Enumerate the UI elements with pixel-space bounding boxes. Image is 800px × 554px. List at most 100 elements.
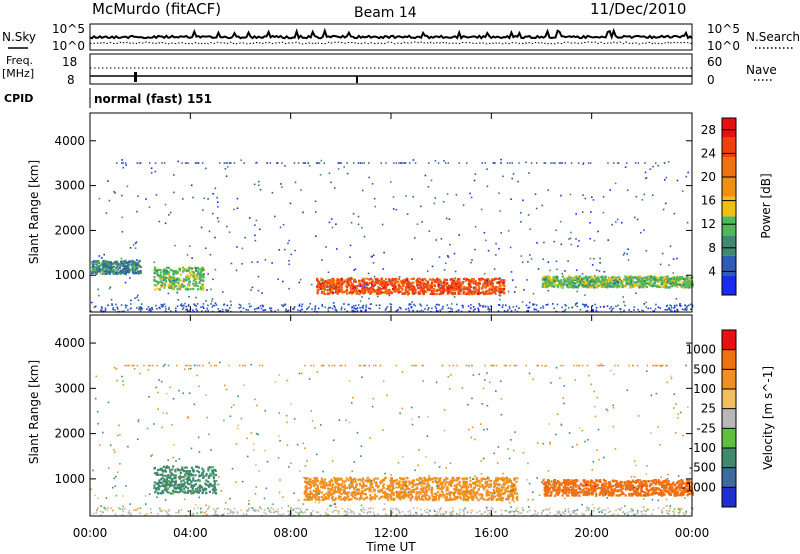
data-point xyxy=(442,290,445,293)
data-point xyxy=(185,470,188,473)
data-point xyxy=(327,310,330,312)
data-point xyxy=(422,310,425,312)
data-point xyxy=(571,285,574,289)
data-point xyxy=(412,303,415,306)
data-point xyxy=(177,278,181,282)
data-point xyxy=(486,479,490,482)
data-point xyxy=(471,498,474,501)
data-point xyxy=(310,283,313,286)
data-point xyxy=(439,309,441,312)
data-point xyxy=(691,283,694,286)
data-point xyxy=(549,279,552,283)
data-point xyxy=(365,277,368,280)
data-point xyxy=(308,493,311,496)
data-point xyxy=(309,478,312,481)
data-point xyxy=(374,205,376,208)
data-point xyxy=(431,281,434,284)
data-point xyxy=(686,221,689,224)
data-point xyxy=(398,276,401,278)
data-point xyxy=(282,305,284,308)
data-point xyxy=(136,263,139,266)
data-point xyxy=(374,493,377,496)
data-point xyxy=(230,162,232,164)
data-point xyxy=(152,279,156,282)
data-point xyxy=(657,306,660,308)
data-point xyxy=(153,266,157,269)
data-point xyxy=(434,289,437,292)
data-point xyxy=(496,289,499,292)
data-point xyxy=(384,289,387,292)
data-point xyxy=(575,303,577,305)
data-point xyxy=(195,282,198,285)
data-point xyxy=(100,309,102,312)
data-point xyxy=(298,305,301,307)
data-point xyxy=(283,304,285,306)
data-point xyxy=(678,278,682,281)
data-point xyxy=(344,479,347,483)
data-point xyxy=(194,479,197,483)
data-point xyxy=(164,222,167,225)
data-point xyxy=(474,173,477,175)
data-point xyxy=(485,290,488,293)
data-point xyxy=(103,264,106,267)
data-point xyxy=(468,293,471,296)
data-point xyxy=(157,268,160,271)
data-point xyxy=(423,490,426,494)
data-point xyxy=(401,490,405,494)
data-point xyxy=(191,487,194,490)
data-point xyxy=(391,489,394,492)
data-point xyxy=(471,290,474,293)
data-point xyxy=(336,248,338,250)
colorbar-block xyxy=(722,216,736,236)
data-point xyxy=(175,277,179,280)
data-point xyxy=(174,474,177,477)
data-point xyxy=(350,276,352,279)
data-point xyxy=(166,483,169,487)
data-point xyxy=(594,281,597,284)
data-point xyxy=(129,247,132,249)
data-point xyxy=(406,285,409,288)
cpid-value: normal (fast) 151 xyxy=(94,92,212,106)
data-point xyxy=(188,276,191,279)
data-point xyxy=(354,289,357,292)
data-point xyxy=(299,309,302,312)
data-point xyxy=(154,162,157,164)
data-point xyxy=(486,283,489,286)
data-point xyxy=(467,490,470,493)
data-point xyxy=(214,488,217,491)
data-point xyxy=(498,278,501,281)
data-point xyxy=(186,487,190,490)
data-point xyxy=(364,488,367,491)
data-point xyxy=(543,284,546,287)
data-point xyxy=(160,482,163,485)
data-point xyxy=(495,477,498,480)
data-point xyxy=(335,480,339,483)
data-point xyxy=(420,289,423,292)
freq-units-label: [MHz] xyxy=(2,67,34,80)
data-point xyxy=(550,278,553,281)
data-point xyxy=(518,162,520,164)
data-point xyxy=(153,261,156,264)
data-point xyxy=(257,306,260,309)
data-point xyxy=(498,247,500,250)
data-point xyxy=(340,498,343,501)
data-point xyxy=(642,310,645,312)
data-point xyxy=(154,170,156,173)
data-point xyxy=(178,284,181,287)
data-point xyxy=(360,310,363,312)
data-point xyxy=(582,280,585,283)
data-point xyxy=(312,480,315,483)
data-point xyxy=(548,276,551,279)
data-point xyxy=(164,273,167,276)
data-point xyxy=(483,498,486,501)
data-point xyxy=(168,286,171,289)
data-point xyxy=(660,283,663,286)
data-point xyxy=(240,159,242,161)
data-point xyxy=(447,162,450,164)
data-point xyxy=(190,274,193,277)
data-point xyxy=(125,261,128,264)
data-point xyxy=(422,482,425,485)
data-point xyxy=(150,309,152,312)
freq-label: Freq. xyxy=(6,54,33,67)
